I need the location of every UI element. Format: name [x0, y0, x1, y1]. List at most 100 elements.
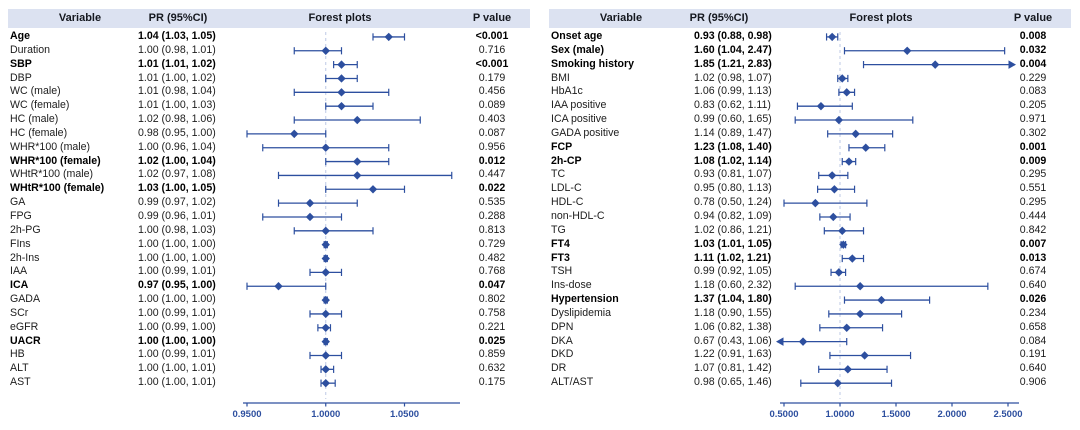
variable-cell: Dyslipidemia: [551, 306, 612, 319]
pvalue-cell: 0.295: [1019, 196, 1047, 209]
table-row: eGFR 1.00 (0.99, 1.00) 0.221: [8, 321, 530, 335]
variable-cell: FPG: [10, 209, 32, 222]
axis-tick-label: 1.0000: [311, 409, 340, 420]
table-row: WHR*100 (female) 1.02 (1.00, 1.04) 0.012: [8, 155, 530, 169]
pvalue-cell: 0.087: [478, 126, 506, 139]
pvalue-cell: 0.175: [478, 376, 506, 389]
variable-cell: ICA positive: [551, 113, 607, 126]
variable-cell: WHR*100 (male): [10, 140, 91, 153]
pr-cell: 1.00 (0.99, 1.00): [138, 320, 216, 333]
table-row: DR 1.07 (0.81, 1.42) 0.640: [549, 362, 1071, 376]
variable-cell: TG: [551, 223, 566, 236]
pvalue-cell: 0.004: [1019, 57, 1047, 70]
pvalue-cell: 0.032: [1019, 43, 1047, 56]
pr-cell: 1.00 (1.00, 1.00): [138, 293, 216, 306]
variable-cell: AST: [10, 376, 31, 389]
table-body: Onset age 0.93 (0.88, 0.98) 0.008 Sex (male…: [549, 30, 1071, 390]
table-row: BMI 1.02 (0.98, 1.07) 0.229: [549, 72, 1071, 86]
pr-cell: 0.78 (0.50, 1.24): [694, 196, 772, 209]
pr-cell: 0.99 (0.96, 1.01): [138, 209, 216, 222]
table-row: Ins-dose 1.18 (0.60, 2.32) 0.640: [549, 279, 1071, 293]
variable-cell: WHtR*100 (male): [10, 168, 94, 181]
pvalue-cell: 0.842: [1019, 223, 1047, 236]
pr-cell: 1.06 (0.99, 1.13): [694, 85, 772, 98]
pr-cell: 0.99 (0.97, 1.02): [138, 196, 216, 209]
pr-cell: 1.00 (0.99, 1.01): [138, 265, 216, 278]
pvalue-cell: 0.295: [1019, 168, 1047, 181]
table-row: GADA positive 1.14 (0.89, 1.47) 0.302: [549, 127, 1071, 141]
table-row: FT4 1.03 (1.01, 1.05) 0.007: [549, 238, 1071, 252]
table-row: Smoking history 1.85 (1.21, 2.83) 0.004: [549, 58, 1071, 72]
table-row: TSH 0.99 (0.92, 1.05) 0.674: [549, 265, 1071, 279]
variable-cell: GADA positive: [551, 126, 620, 139]
variable-cell: DBP: [10, 71, 32, 84]
axis-tick-label: 0.5000: [769, 409, 798, 420]
pvalue-cell: 0.012: [478, 154, 506, 167]
table-row: FCP 1.23 (1.08, 1.40) 0.001: [549, 141, 1071, 155]
table-row: Dyslipidemia 1.18 (0.90, 1.55) 0.234: [549, 307, 1071, 321]
pr-cell: 1.00 (0.99, 1.01): [138, 348, 216, 361]
variable-cell: DKD: [551, 348, 574, 361]
pr-cell: 1.00 (0.96, 1.04): [138, 140, 216, 153]
table-row: Onset age 0.93 (0.88, 0.98) 0.008: [549, 30, 1071, 44]
variable-cell: FIns: [10, 237, 31, 250]
variable-cell: FCP: [551, 140, 573, 153]
pvalue-cell: 0.205: [1019, 99, 1047, 112]
table-row: 2h-Ins 1.00 (1.00, 1.00) 0.482: [8, 252, 530, 266]
pr-cell: 1.00 (1.00, 1.00): [138, 251, 216, 264]
pvalue-cell: 0.813: [478, 223, 506, 236]
pr-cell: 0.83 (0.62, 1.11): [694, 99, 771, 112]
table-row: FT3 1.11 (1.02, 1.21) 0.013: [549, 252, 1071, 266]
pr-cell: 1.00 (1.00, 1.01): [138, 362, 216, 375]
forest-panel-right: Variable PR (95%CI) Forest plots P value…: [549, 9, 1077, 429]
table-row: 2h-CP 1.08 (1.02, 1.14) 0.009: [549, 155, 1071, 169]
axis-tick-label: 0.9500: [232, 409, 261, 420]
pr-cell: 1.02 (0.86, 1.21): [694, 223, 772, 236]
axis-tick-label: 1.0000: [825, 409, 854, 420]
table-row: WHtR*100 (female) 1.03 (1.00, 1.05) 0.022: [8, 182, 530, 196]
table-row: DPN 1.06 (0.82, 1.38) 0.658: [549, 321, 1071, 335]
pvalue-cell: 0.234: [1019, 306, 1047, 319]
pr-cell: 1.60 (1.04, 2.47): [694, 43, 772, 56]
pr-cell: 1.37 (1.04, 1.80): [694, 293, 772, 306]
pvalue-cell: 0.482: [478, 251, 506, 264]
pr-cell: 1.00 (0.98, 1.03): [138, 223, 216, 236]
pvalue-cell: 0.084: [1019, 334, 1047, 347]
pr-cell: 1.22 (0.91, 1.63): [694, 348, 772, 361]
table-row: HC (male) 1.02 (0.98, 1.06) 0.403: [8, 113, 530, 127]
variable-cell: HDL-C: [551, 196, 584, 209]
pr-cell: 1.06 (0.82, 1.38): [694, 320, 772, 333]
table-row: AST 1.00 (1.00, 1.01) 0.175: [8, 376, 530, 390]
header-forest-plots: Forest plots: [308, 12, 372, 24]
pr-cell: 1.03 (1.00, 1.05): [138, 182, 216, 195]
table-row: TC 0.93 (0.81, 1.07) 0.295: [549, 168, 1071, 182]
pvalue-cell: 0.456: [478, 85, 506, 98]
pvalue-cell: 0.007: [1019, 237, 1047, 250]
table-row: ICA 0.97 (0.95, 1.00) 0.047: [8, 279, 530, 293]
table-row: WHtR*100 (male) 1.02 (0.97, 1.08) 0.447: [8, 168, 530, 182]
pvalue-cell: 0.022: [478, 182, 506, 195]
table-row: 2h-PG 1.00 (0.98, 1.03) 0.813: [8, 224, 530, 238]
variable-cell: HC (male): [10, 113, 59, 126]
variable-cell: WHR*100 (female): [10, 154, 101, 167]
table-header: Variable PR (95%CI) Forest plots P value: [549, 9, 1071, 28]
axis-tick-label: 1.5000: [881, 409, 910, 420]
pr-cell: 1.18 (0.90, 1.55): [694, 306, 772, 319]
pvalue-cell: 0.447: [478, 168, 506, 181]
header-forest-plots: Forest plots: [849, 12, 913, 24]
pvalue-cell: 0.716: [478, 43, 506, 56]
variable-cell: HB: [10, 348, 25, 361]
pr-cell: 1.00 (0.98, 1.01): [138, 43, 216, 56]
table-row: Duration 1.00 (0.98, 1.01) 0.716: [8, 44, 530, 58]
table-row: HbA1c 1.06 (0.99, 1.13) 0.083: [549, 85, 1071, 99]
pr-cell: 0.99 (0.60, 1.65): [694, 113, 772, 126]
pvalue-cell: 0.758: [478, 306, 506, 319]
table-row: WHR*100 (male) 1.00 (0.96, 1.04) 0.956: [8, 141, 530, 155]
pvalue-cell: <0.001: [475, 30, 509, 42]
table-row: Sex (male) 1.60 (1.04, 2.47) 0.032: [549, 44, 1071, 58]
table-row: ALT/AST 0.98 (0.65, 1.46) 0.906: [549, 376, 1071, 390]
variable-cell: BMI: [551, 71, 570, 84]
pvalue-cell: <0.001: [475, 57, 509, 70]
pvalue-cell: 0.906: [1019, 376, 1047, 389]
